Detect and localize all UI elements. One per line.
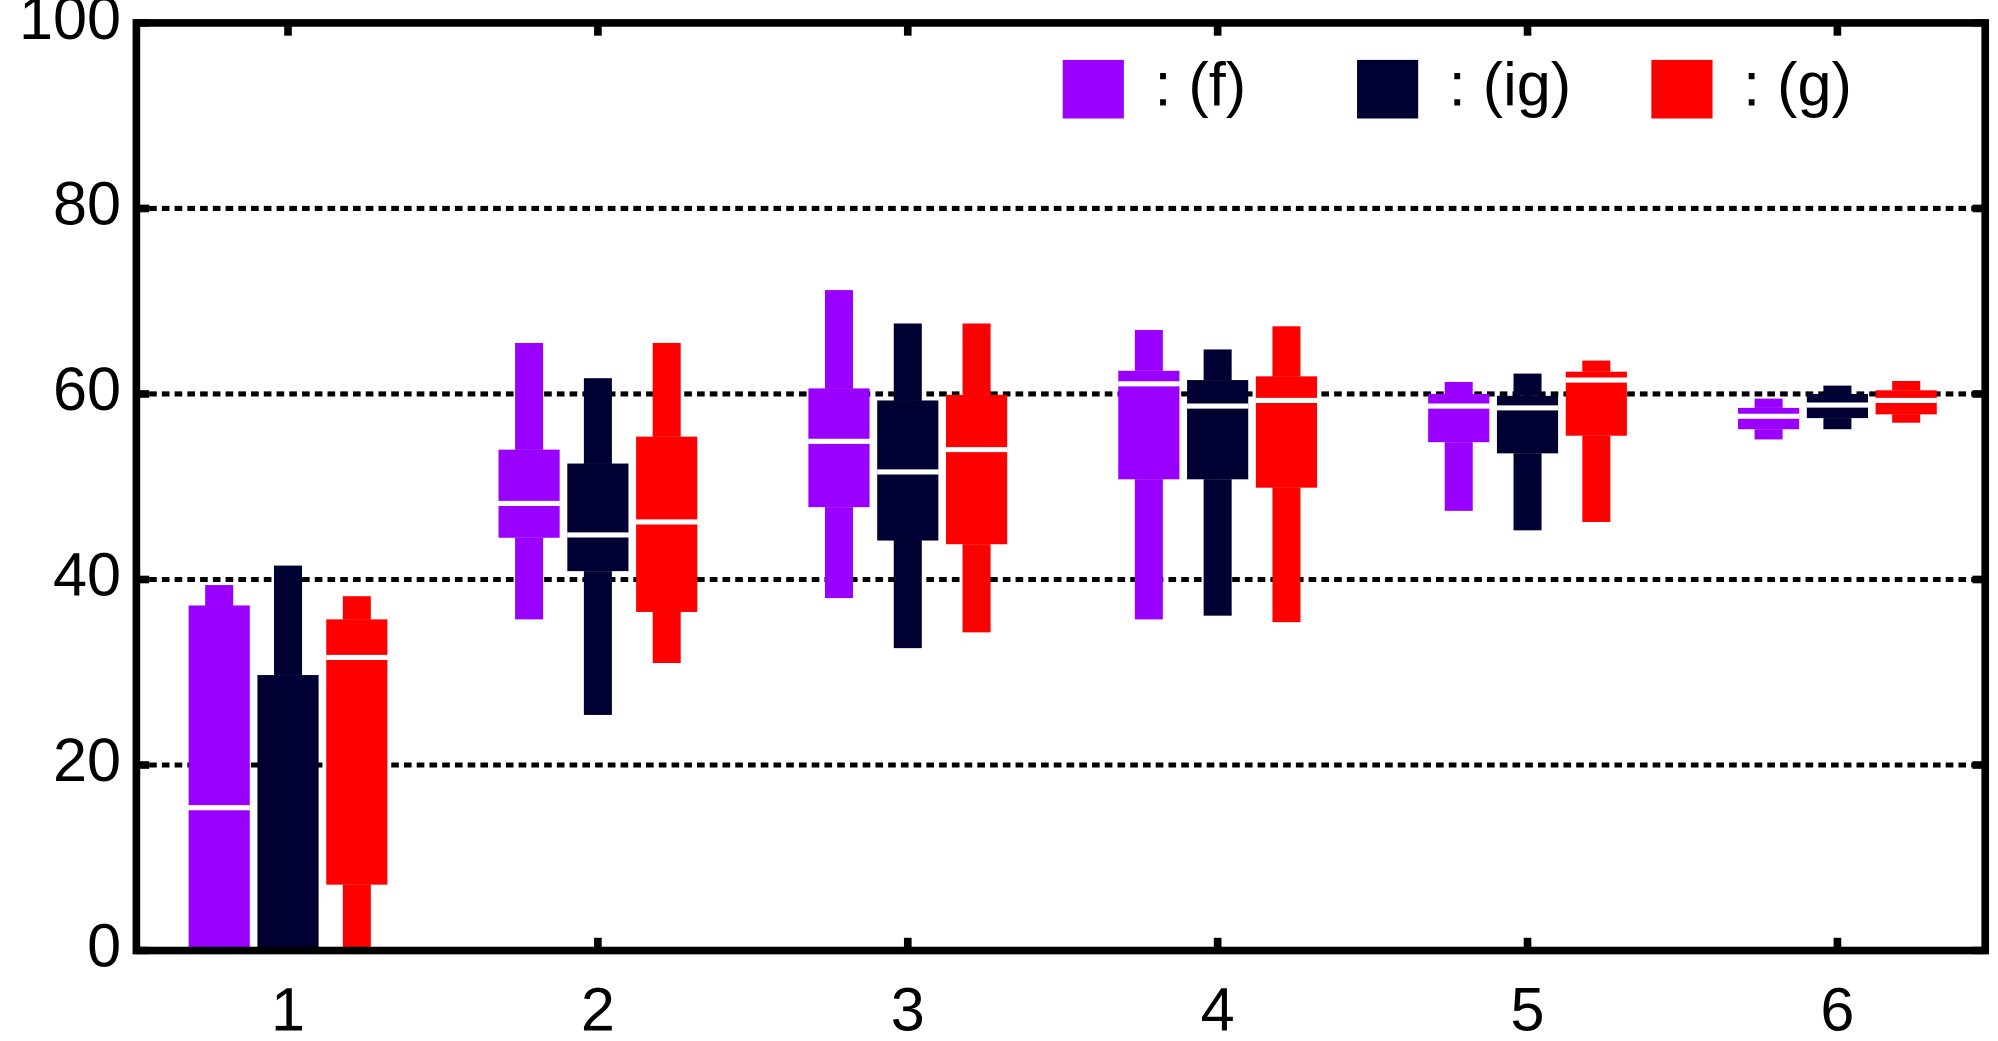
upper-whisker bbox=[1272, 326, 1301, 377]
upper-whisker bbox=[515, 342, 544, 450]
upper-whisker bbox=[652, 342, 681, 437]
y-tick-label: 0 bbox=[87, 912, 121, 980]
upper-whisker bbox=[1134, 329, 1163, 371]
x-tick-label: 5 bbox=[1511, 975, 1545, 1041]
box bbox=[567, 463, 629, 572]
legend-label: : (ig) bbox=[1449, 50, 1571, 118]
y-tick-label: 40 bbox=[53, 541, 121, 609]
upper-whisker bbox=[1892, 380, 1921, 391]
upper-whisker bbox=[893, 323, 922, 401]
lower-whisker bbox=[652, 611, 681, 663]
legend-swatch bbox=[1357, 59, 1419, 119]
lower-whisker bbox=[1444, 442, 1473, 511]
upper-whisker bbox=[583, 378, 612, 464]
upper-whisker bbox=[342, 596, 371, 620]
box bbox=[188, 605, 250, 951]
upper-whisker bbox=[1513, 373, 1542, 396]
lower-whisker bbox=[1892, 414, 1921, 423]
lower-whisker bbox=[1203, 479, 1232, 616]
lower-whisker bbox=[515, 537, 544, 620]
lower-whisker bbox=[1582, 435, 1611, 522]
box bbox=[1428, 393, 1490, 443]
upper-whisker bbox=[1754, 398, 1783, 408]
lower-whisker bbox=[1513, 453, 1542, 531]
upper-whisker bbox=[273, 565, 303, 676]
lower-whisker bbox=[962, 544, 991, 633]
upper-whisker bbox=[1444, 381, 1473, 394]
y-tick-label: 60 bbox=[53, 355, 121, 423]
box bbox=[1187, 380, 1249, 480]
upper-whisker bbox=[1582, 360, 1611, 372]
legend-label: : (g) bbox=[1743, 50, 1852, 118]
box bbox=[1496, 395, 1559, 454]
x-tick-label: 6 bbox=[1820, 975, 1854, 1041]
lower-whisker bbox=[1272, 487, 1301, 623]
upper-whisker bbox=[824, 290, 853, 389]
x-tick-label: 1 bbox=[271, 975, 305, 1041]
plot-frame bbox=[132, 19, 1990, 955]
y-tick-label: 100 bbox=[19, 0, 121, 52]
lower-whisker bbox=[1754, 429, 1783, 440]
box bbox=[257, 675, 319, 951]
legend-swatch bbox=[1651, 59, 1713, 119]
x-tick-label: 2 bbox=[581, 975, 615, 1041]
x-tick-label: 4 bbox=[1201, 975, 1235, 1041]
box bbox=[1118, 370, 1180, 480]
box bbox=[498, 449, 560, 538]
box bbox=[945, 394, 1008, 545]
lower-whisker bbox=[1823, 418, 1852, 430]
upper-whisker bbox=[962, 323, 991, 395]
legend-label: : (f) bbox=[1154, 50, 1246, 118]
upper-whisker bbox=[1203, 349, 1232, 381]
box bbox=[808, 388, 870, 508]
y-tick-label: 20 bbox=[53, 726, 121, 794]
upper-whisker bbox=[1823, 385, 1852, 394]
lower-whisker bbox=[342, 884, 371, 951]
lower-whisker bbox=[583, 571, 612, 715]
y-tick-label: 80 bbox=[53, 170, 121, 238]
lower-whisker bbox=[1134, 479, 1163, 620]
box bbox=[1255, 376, 1318, 488]
upper-whisker bbox=[205, 585, 234, 606]
lower-whisker bbox=[824, 507, 853, 599]
legend-swatch bbox=[1062, 59, 1124, 119]
x-tick-label: 3 bbox=[891, 975, 925, 1041]
lower-whisker bbox=[893, 540, 922, 649]
box bbox=[326, 619, 388, 885]
